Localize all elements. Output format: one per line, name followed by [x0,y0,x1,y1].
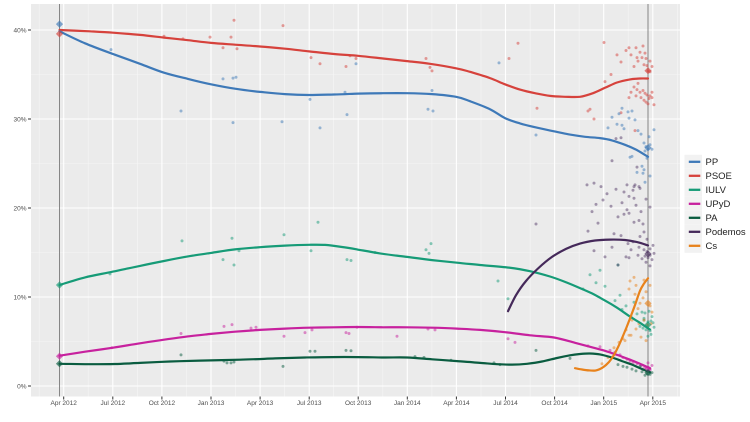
svg-text:Apr 2015: Apr 2015 [640,400,667,407]
svg-text:Jan 2014: Jan 2014 [394,400,421,407]
svg-text:Oct 2013: Oct 2013 [345,400,372,407]
svg-text:Apr 2013: Apr 2013 [247,400,274,407]
svg-text:40%: 40% [13,27,26,34]
svg-text:Apr 2014: Apr 2014 [443,400,470,407]
svg-text:PSOE: PSOE [706,171,732,182]
svg-text:UPyD: UPyD [706,199,731,210]
svg-text:0%: 0% [17,383,27,390]
svg-text:Jan 2013: Jan 2013 [198,400,225,407]
svg-text:Oct 2014: Oct 2014 [541,400,568,407]
svg-text:Jul 2014: Jul 2014 [493,400,518,407]
svg-text:Oct 2012: Oct 2012 [149,400,176,407]
svg-text:PA: PA [706,213,719,224]
svg-text:Jan 2015: Jan 2015 [590,400,617,407]
svg-text:PP: PP [706,157,719,168]
svg-text:Apr 2012: Apr 2012 [51,400,78,407]
svg-text:Podemos: Podemos [706,227,746,238]
svg-text:IULV: IULV [706,185,727,196]
svg-text:30%: 30% [13,116,26,123]
svg-text:Jul 2012: Jul 2012 [101,400,126,407]
svg-text:Cs: Cs [706,241,718,252]
svg-text:10%: 10% [13,294,26,301]
svg-text:20%: 20% [13,205,26,212]
svg-text:Jul 2013: Jul 2013 [297,400,322,407]
